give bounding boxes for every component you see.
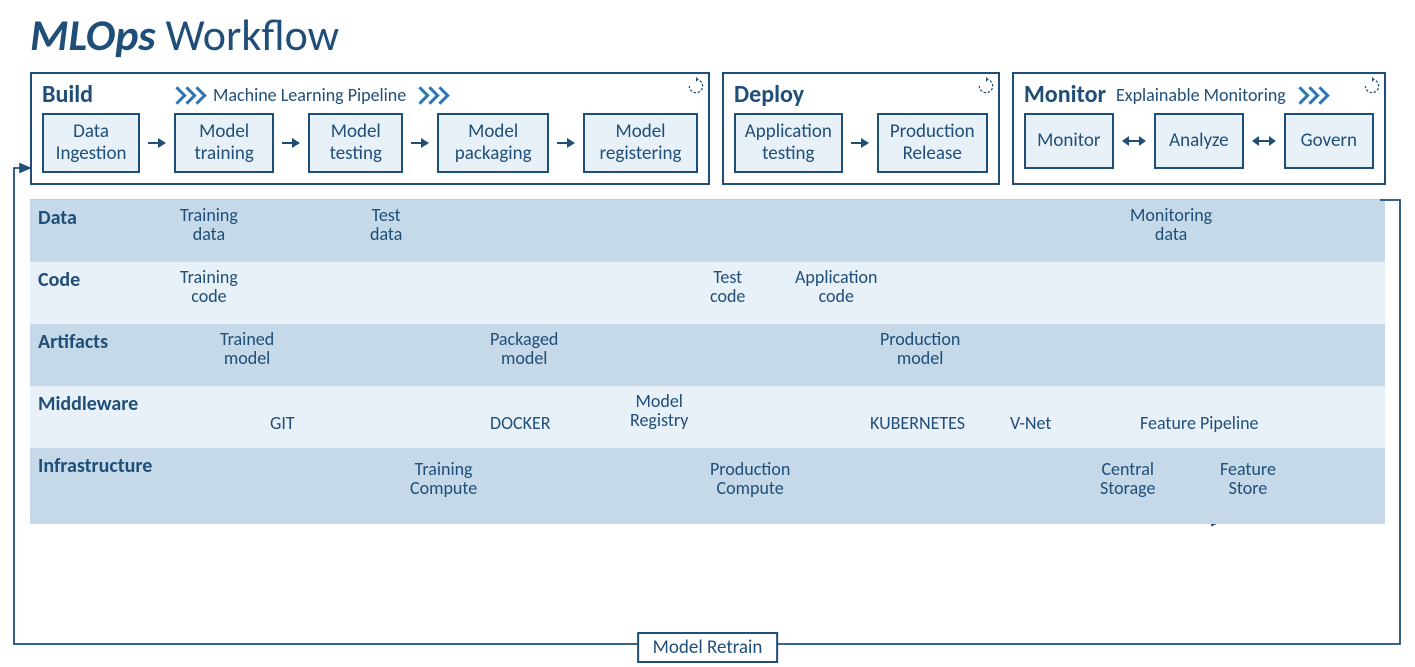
phase-build-subtitle: Machine Learning Pipeline bbox=[213, 84, 406, 106]
layer-item: Production model bbox=[880, 330, 960, 370]
phase-monitor: Monitor Explainable Monitoring Monitor A… bbox=[1012, 72, 1386, 185]
layer-data: DataTraining data Test data Monitoring dat… bbox=[30, 200, 1385, 262]
arrow-right-icon bbox=[557, 137, 575, 149]
layer-item: Packaged model bbox=[490, 330, 558, 370]
layer-label: Code bbox=[30, 262, 180, 292]
layer-item: Application code bbox=[795, 268, 878, 308]
layer-item: Production Compute bbox=[710, 460, 790, 500]
layer-label: Data bbox=[30, 200, 180, 230]
layer-code: CodeTraining code Test code Application co… bbox=[30, 262, 1385, 324]
step-model-packaging: Model packaging bbox=[437, 113, 549, 173]
layer-label: Artifacts bbox=[30, 324, 180, 354]
layer-item: Test data bbox=[370, 206, 402, 246]
step-model-training: Model training bbox=[174, 113, 274, 173]
phase-deploy: Deploy Application testing Production Re… bbox=[722, 72, 1000, 185]
step-model-registering: Model registering bbox=[583, 113, 698, 173]
layer-item: Monitoring data bbox=[1130, 206, 1212, 246]
phase-build-header: Build Machine Learning Pipeline bbox=[42, 80, 698, 109]
phase-build-boxes: Data Ingestion Model training Model test… bbox=[42, 113, 698, 173]
layer-item: Feature Pipeline bbox=[1140, 414, 1259, 434]
arrow-bi-icon bbox=[1122, 135, 1146, 147]
page-title: MLOps Workflow bbox=[30, 8, 1385, 62]
phase-deploy-header: Deploy bbox=[734, 80, 988, 109]
layer-label: Infrastructure bbox=[30, 448, 180, 478]
phases-row: Build Machine Learning Pipeline Data Ing… bbox=[30, 72, 1385, 185]
layer-item: Test code bbox=[710, 268, 745, 308]
layer-item: KUBERNETES bbox=[870, 414, 965, 434]
arrow-right-icon bbox=[282, 137, 300, 149]
chevrons-icon bbox=[173, 87, 203, 103]
phase-deploy-title: Deploy bbox=[734, 80, 804, 109]
layer-infrastructure: Infrastructure Training Compute Production… bbox=[30, 448, 1385, 524]
layer-item: V-Net bbox=[1010, 414, 1051, 434]
phase-monitor-header: Monitor Explainable Monitoring bbox=[1024, 80, 1374, 109]
title-italic: MLOps bbox=[30, 8, 156, 62]
step-analyze: Analyze bbox=[1154, 113, 1244, 169]
phase-build-title: Build bbox=[42, 80, 93, 109]
phase-build: Build Machine Learning Pipeline Data Ing… bbox=[30, 72, 710, 185]
layer-item: Feature Store bbox=[1220, 460, 1276, 500]
phase-monitor-boxes: Monitor Analyze Govern bbox=[1024, 113, 1374, 169]
layer-middleware: Middleware GIT DOCKER Model Registry KUBERNE… bbox=[30, 386, 1385, 448]
layer-item: Training code bbox=[180, 268, 238, 308]
arrow-bi-icon bbox=[1252, 135, 1276, 147]
layer-item: Training Compute bbox=[410, 460, 477, 500]
layer-item: Model Registry bbox=[630, 392, 688, 432]
step-govern: Govern bbox=[1284, 113, 1374, 169]
layer-item: Trained model bbox=[220, 330, 274, 370]
chevrons-icon bbox=[416, 87, 446, 103]
arrow-right-icon bbox=[411, 137, 429, 149]
retrain-box: Model Retrain bbox=[637, 632, 779, 663]
phase-deploy-boxes: Application testing Production Release bbox=[734, 113, 988, 173]
phase-monitor-title: Monitor bbox=[1024, 80, 1106, 109]
layer-item: Training data bbox=[180, 206, 238, 246]
step-application-testing: Application testing bbox=[734, 113, 843, 173]
title-rest: Workflow bbox=[156, 8, 340, 62]
chevrons-icon bbox=[1296, 87, 1326, 103]
step-model-testing: Model testing bbox=[308, 113, 403, 173]
layer-artifacts: Artifacts Trained model Packaged model Prod… bbox=[30, 324, 1385, 386]
layer-item: GIT bbox=[270, 414, 295, 434]
phase-monitor-subtitle: Explainable Monitoring bbox=[1116, 84, 1286, 106]
arrow-right-icon bbox=[148, 137, 166, 149]
layer-label: Middleware bbox=[30, 386, 180, 416]
step-production-release: Production Release bbox=[877, 113, 988, 173]
layer-item: Central Storage bbox=[1100, 460, 1155, 500]
step-data-ingestion: Data Ingestion bbox=[42, 113, 140, 173]
step-monitor: Monitor bbox=[1024, 113, 1114, 169]
layers: DataTraining data Test data Monitoring dat… bbox=[30, 199, 1385, 524]
arrow-right-icon bbox=[851, 137, 869, 149]
layer-item: DOCKER bbox=[490, 414, 551, 434]
